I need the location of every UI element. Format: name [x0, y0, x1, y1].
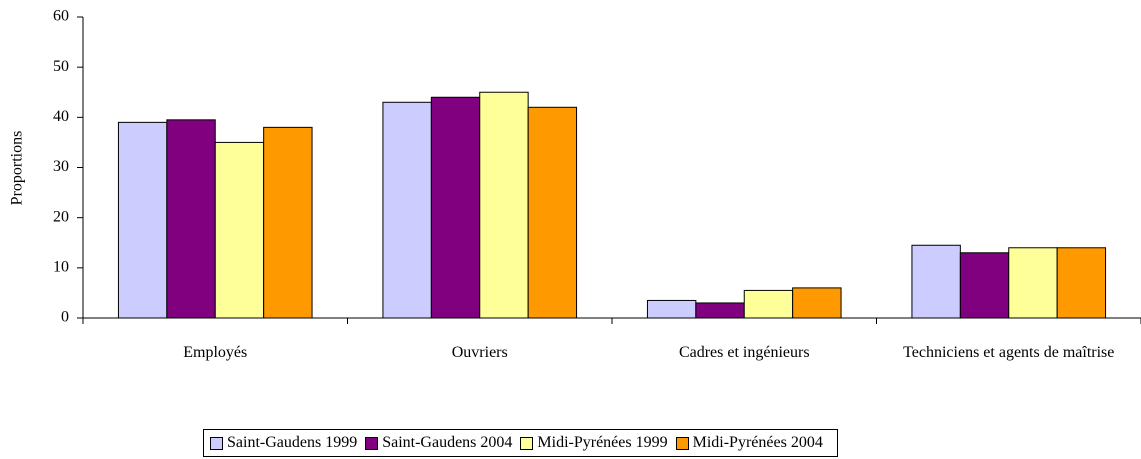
- x-tick-label: Cadres et ingénieurs: [678, 344, 810, 361]
- legend-item: Midi-Pyrénées 1999: [520, 434, 668, 452]
- legend-swatch: [365, 436, 379, 450]
- legend: Saint-Gaudens 1999 Saint-Gaudens 2004 Midi…: [203, 429, 838, 457]
- bar: [792, 287, 842, 319]
- legend-item: Saint-Gaudens 2004: [365, 434, 512, 452]
- legend-label: Saint-Gaudens 2004: [382, 434, 513, 451]
- legend-swatch: [520, 436, 534, 450]
- y-tick-label: 40: [53, 108, 69, 125]
- bar: [743, 289, 794, 319]
- bar: [214, 141, 265, 319]
- bar: [959, 252, 1010, 319]
- legend-label: Midi-Pyrénées 1999: [537, 434, 668, 451]
- y-axis-label: Proportions: [9, 131, 26, 206]
- bar: [430, 96, 481, 319]
- legend-label: Saint-Gaudens 1999: [227, 434, 358, 451]
- bar: [1056, 247, 1107, 319]
- legend-item: Saint-Gaudens 1999: [210, 434, 357, 452]
- legend-label: Midi-Pyrénées 2004: [692, 434, 823, 451]
- x-tick-label: Ouvriers: [451, 344, 508, 361]
- y-tick-label: 20: [53, 208, 69, 225]
- y-tick-label: 10: [53, 259, 69, 276]
- y-tick-label: 30: [53, 158, 69, 175]
- y-tick-label: 50: [53, 58, 69, 75]
- legend-item: Midi-Pyrénées 2004: [675, 434, 823, 452]
- bar: [382, 101, 432, 319]
- bar: [695, 302, 745, 319]
- bar: [911, 244, 961, 319]
- x-tick-label: Employés: [183, 344, 248, 361]
- x-tick-label: Techniciens et agents de maîtrise: [903, 344, 1115, 361]
- bar: [117, 121, 168, 319]
- bar: [479, 91, 529, 319]
- y-tick-label: 60: [53, 8, 69, 25]
- y-tick-label: 0: [61, 309, 69, 326]
- bar: [527, 106, 578, 319]
- legend-swatch: [675, 436, 689, 450]
- bar: [263, 126, 313, 319]
- bar: [646, 299, 697, 319]
- bar: [166, 119, 216, 319]
- bar: [1008, 247, 1058, 319]
- legend-swatch: [210, 436, 223, 450]
